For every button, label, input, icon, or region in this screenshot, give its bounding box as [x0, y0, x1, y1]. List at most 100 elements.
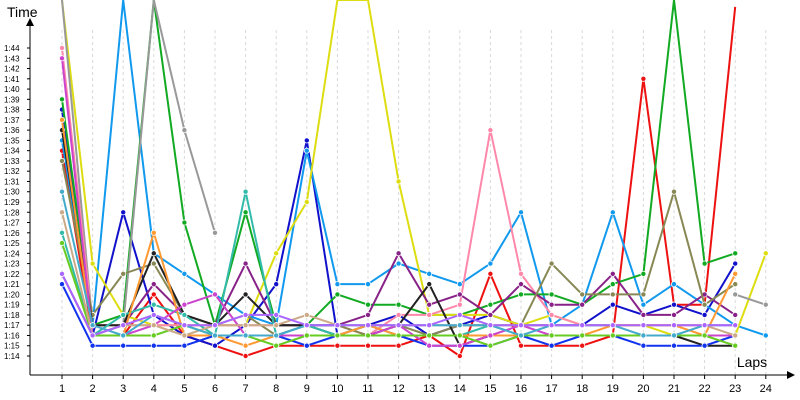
data-point [150, 260, 157, 267]
data-point [640, 311, 647, 318]
y-tick-label: 1:24 [4, 249, 20, 258]
data-point [242, 332, 249, 339]
data-point [273, 342, 280, 349]
x-tick-label: 2 [90, 383, 96, 395]
data-point [456, 322, 463, 329]
data-point [671, 332, 678, 339]
data-point [487, 342, 494, 349]
data-point [701, 311, 708, 318]
data-point [181, 322, 188, 329]
y-tick-label: 1:17 [4, 321, 20, 330]
data-point [150, 301, 157, 308]
data-point [426, 301, 433, 308]
y-tick-label: 1:34 [4, 147, 20, 156]
x-tick-label: 7 [243, 383, 249, 395]
data-point [181, 301, 188, 308]
y-tick-label: 1:29 [4, 198, 20, 207]
data-point [395, 342, 402, 349]
data-point [334, 281, 341, 288]
data-point [701, 322, 708, 329]
data-point [273, 332, 280, 339]
data-point [181, 332, 188, 339]
data-point [548, 311, 555, 318]
data-point [671, 301, 678, 308]
y-tick-label: 1:20 [4, 290, 20, 299]
data-point [242, 291, 249, 298]
data-point [426, 332, 433, 339]
data-point [518, 342, 525, 349]
data-point [273, 250, 280, 257]
y-tick-label: 1:32 [4, 167, 20, 176]
data-point [579, 332, 586, 339]
data-point [59, 116, 66, 123]
data-point [89, 342, 96, 349]
data-point [732, 281, 739, 288]
data-point [59, 55, 66, 62]
data-point [150, 322, 157, 329]
data-point [456, 352, 463, 359]
data-point [609, 301, 616, 308]
data-point [579, 342, 586, 349]
data-point [334, 291, 341, 298]
y-tick-label: 1:23 [4, 260, 20, 269]
data-point [364, 281, 371, 288]
data-point [487, 311, 494, 318]
data-point [59, 209, 66, 216]
y-tick-label: 1:44 [4, 44, 20, 53]
data-point [609, 270, 616, 277]
x-tick-label: 22 [698, 383, 710, 395]
data-point [242, 311, 249, 318]
y-tick-label: 1:42 [4, 65, 20, 74]
y-tick-label: 1:38 [4, 106, 20, 115]
data-point [211, 291, 218, 298]
series-line [734, 293, 767, 306]
y-tick-label: 1:28 [4, 208, 20, 217]
y-tick-label: 1:18 [4, 311, 20, 320]
data-point [640, 301, 647, 308]
data-point [364, 342, 371, 349]
data-point [273, 281, 280, 288]
data-point [518, 322, 525, 329]
data-point [242, 342, 249, 349]
data-point [120, 332, 127, 339]
data-point [701, 260, 708, 267]
data-point [701, 301, 708, 308]
data-point [120, 322, 127, 329]
data-point [59, 229, 66, 236]
data-point [120, 311, 127, 318]
y-tick-label: 1:21 [4, 280, 20, 289]
data-point [732, 342, 739, 349]
data-point [120, 270, 127, 277]
data-point [211, 229, 218, 236]
data-point [487, 332, 494, 339]
data-point [579, 291, 586, 298]
data-point [364, 301, 371, 308]
data-point [59, 240, 66, 247]
data-point [273, 322, 280, 329]
series-lines [59, 0, 769, 359]
y-tick-label: 1:37 [4, 116, 20, 125]
y-tick-label: 1:26 [4, 229, 20, 238]
data-point [518, 270, 525, 277]
data-point [181, 127, 188, 134]
y-tick-label: 1:36 [4, 126, 20, 135]
data-point [548, 301, 555, 308]
data-point [150, 281, 157, 288]
y-tick-label: 1:33 [4, 157, 20, 166]
y-tick-label: 1:40 [4, 85, 20, 94]
x-tick-label: 17 [545, 383, 557, 395]
x-tick-label: 10 [331, 383, 343, 395]
data-point [395, 322, 402, 329]
data-point [303, 147, 310, 154]
data-point [242, 260, 249, 267]
y-tick-label: 1:19 [4, 301, 20, 310]
data-point [303, 311, 310, 318]
data-point [334, 342, 341, 349]
data-point [456, 342, 463, 349]
data-point [303, 322, 310, 329]
data-point [364, 332, 371, 339]
data-point [762, 250, 769, 257]
y-tick-label: 1:31 [4, 177, 20, 186]
y-tick-label: 1:16 [4, 331, 20, 340]
data-point [426, 322, 433, 329]
